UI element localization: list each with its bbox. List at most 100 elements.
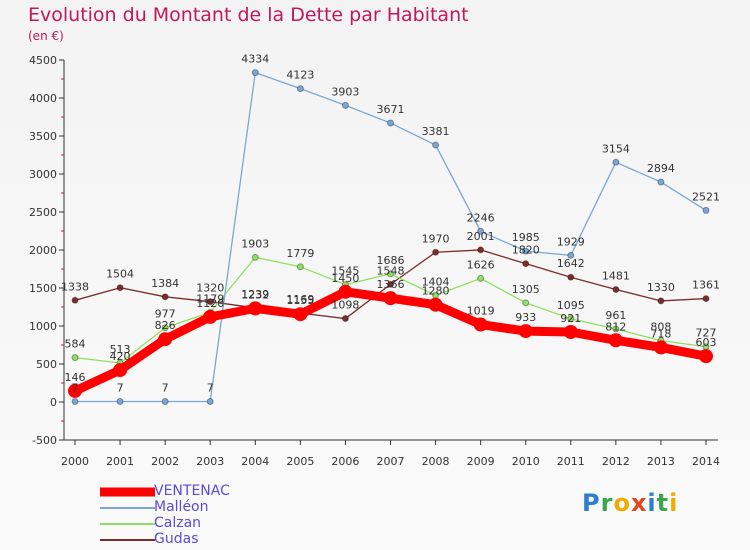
data-point-ventenac <box>699 349 713 364</box>
data-label-gudas: 1820 <box>512 244 540 257</box>
data-label-malleon: 3381 <box>422 125 450 138</box>
data-point-gudas <box>702 295 710 303</box>
data-point-gudas <box>387 280 394 288</box>
legend-item-ventenac: VENTENAC <box>100 483 320 500</box>
data-point-calzan <box>251 253 259 261</box>
x-tick-label: 2003 <box>196 455 224 468</box>
data-label-gudas: 1320 <box>196 282 224 295</box>
y-tick-label: 2000 <box>29 244 57 257</box>
data-point-calzan <box>477 274 485 282</box>
data-label-ventenac: 1155 <box>286 294 314 307</box>
data-label-calzan: 808 <box>650 321 671 334</box>
data-point-malleon <box>206 397 214 405</box>
legend-label-malleon: Malléon <box>154 499 209 515</box>
data-point-ventenac <box>158 332 173 347</box>
data-point-gudas <box>71 296 79 304</box>
data-point-calzan <box>612 325 620 333</box>
data-point-ventenac <box>383 291 398 306</box>
data-label-malleon: 3903 <box>331 85 359 98</box>
data-point-gudas <box>116 284 124 292</box>
legend-item-calzan: Calzan <box>100 515 320 532</box>
x-tick-label: 2000 <box>61 455 89 468</box>
data-point-malleon <box>387 119 394 127</box>
x-tick-label: 2009 <box>467 455 495 468</box>
data-point-gudas <box>341 315 349 323</box>
data-point-malleon <box>116 397 124 405</box>
data-point-malleon <box>702 206 710 214</box>
data-label-malleon: 4334 <box>241 53 269 66</box>
data-label-malleon: 3154 <box>602 142 630 155</box>
data-label-gudas: 1361 <box>692 279 720 292</box>
data-point-ventenac <box>428 297 443 312</box>
data-point-malleon <box>612 158 620 166</box>
x-tick-label: 2014 <box>692 455 720 468</box>
data-point-malleon <box>161 397 169 405</box>
data-label-gudas: 1239 <box>241 288 269 301</box>
data-label-malleon: 2894 <box>647 162 675 175</box>
data-label-malleon: 2521 <box>692 190 720 203</box>
data-label-calzan: 1095 <box>557 299 585 312</box>
data-point-ventenac <box>113 363 128 378</box>
data-point-gudas <box>161 293 169 301</box>
data-label-malleon: 1985 <box>512 231 540 244</box>
data-label-ventenac: 1280 <box>422 285 450 298</box>
chart-subtitle: (en €) <box>28 29 64 43</box>
data-label-ventenac: 1450 <box>331 272 359 285</box>
data-label-gudas: 1330 <box>647 281 675 294</box>
x-tick-label: 2005 <box>286 455 314 468</box>
data-point-calzan <box>296 263 304 271</box>
data-label-calzan: 1545 <box>331 265 359 278</box>
data-label-gudas: 1169 <box>286 293 314 306</box>
data-label-ventenac: 603 <box>696 336 717 349</box>
y-tick-label: 0 <box>50 396 57 409</box>
legend-swatch-malleon <box>100 500 155 516</box>
x-tick-label: 2004 <box>241 455 269 468</box>
data-label-ventenac: 812 <box>605 320 626 333</box>
data-label-calzan: 961 <box>605 309 626 322</box>
data-label-calzan: 727 <box>696 327 717 340</box>
data-point-ventenac <box>608 333 623 348</box>
data-point-calzan <box>161 324 169 332</box>
data-point-calzan <box>71 354 79 362</box>
data-label-malleon: 1929 <box>557 235 585 248</box>
data-point-gudas <box>522 260 530 268</box>
data-label-calzan: 513 <box>110 343 131 356</box>
data-label-gudas: 1481 <box>602 269 630 282</box>
y-tick-label: 4500 <box>29 54 57 67</box>
data-point-ventenac <box>203 309 218 324</box>
legend-label-ventenac: VENTENAC <box>154 483 230 499</box>
legend-item-malleon: Malléon <box>100 499 320 516</box>
data-label-ventenac: 933 <box>515 311 536 324</box>
legend: VENTENAC Malléon Calzan Gudas <box>100 483 320 548</box>
data-point-gudas <box>206 298 214 306</box>
data-label-malleon: 7 <box>117 381 124 394</box>
legend-label-gudas: Gudas <box>154 531 199 547</box>
legend-item-gudas: Gudas <box>100 531 320 548</box>
data-label-malleon: 2246 <box>467 211 495 224</box>
data-label-calzan: 977 <box>155 308 176 321</box>
data-label-gudas: 1548 <box>377 264 405 277</box>
data-point-ventenac <box>338 284 353 299</box>
data-point-ventenac <box>248 301 263 316</box>
data-point-calzan <box>567 315 575 323</box>
y-tick-label: 4000 <box>29 92 57 105</box>
brand-logo: Proxiti <box>582 489 679 517</box>
data-point-malleon <box>567 251 575 259</box>
x-tick-label: 2013 <box>647 455 675 468</box>
data-label-calzan: 1179 <box>196 292 224 305</box>
x-tick-label: 2006 <box>331 455 359 468</box>
data-point-gudas <box>432 248 440 256</box>
data-point-malleon <box>477 227 485 235</box>
data-label-ventenac: 718 <box>650 327 671 340</box>
data-point-gudas <box>477 246 485 254</box>
data-label-calzan: 584 <box>65 338 86 351</box>
x-tick-label: 2012 <box>602 455 630 468</box>
legend-swatch-gudas <box>100 532 155 548</box>
data-point-malleon <box>522 247 530 255</box>
data-label-gudas: 1970 <box>422 232 450 245</box>
data-point-calzan <box>522 299 530 307</box>
data-label-calzan: 1779 <box>286 247 314 260</box>
data-point-gudas <box>657 297 665 305</box>
